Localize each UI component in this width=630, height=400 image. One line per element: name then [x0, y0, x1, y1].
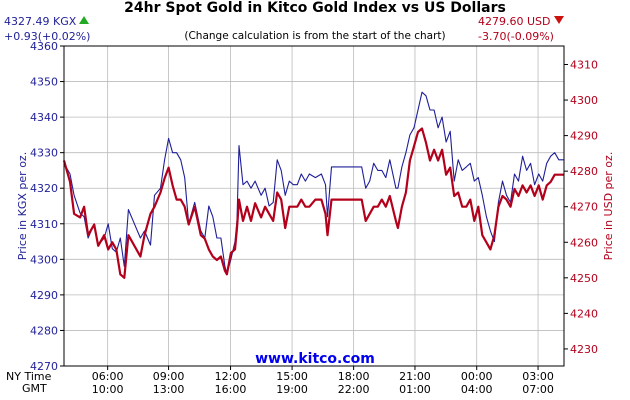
x-tick-label-gmt: 07:00: [522, 383, 554, 396]
y-tick-label-left: 4330: [30, 147, 58, 160]
y-axis-label-left: Price in KGX per oz.: [16, 152, 29, 260]
x-tick-label-ny: 09:00: [153, 370, 185, 383]
chart-note: (Change calculation is from the start of…: [184, 30, 446, 42]
ny-time-label: NY Time: [6, 370, 52, 383]
y-tick-label-left: 4360: [30, 40, 58, 53]
x-tick-label-ny: 06:00: [92, 370, 124, 383]
y-tick-label-left: 4290: [30, 289, 58, 302]
usd-value-text: 4279.60 USD: [478, 15, 551, 28]
y-tick-label-right: 4310: [570, 58, 598, 71]
y-tick-label-right: 4260: [570, 236, 598, 249]
y-tick-label-right: 4270: [570, 201, 598, 214]
gmt-label: GMT: [22, 382, 47, 395]
x-tick-label-ny: 21:00: [399, 370, 431, 383]
arrow-down-icon: [553, 16, 564, 24]
y-tick-label-right: 4230: [570, 343, 598, 356]
x-tick-label-ny: 03:00: [522, 370, 554, 383]
series-line-kgx: [63, 91, 564, 275]
usd-value-readout: 4279.60 USD: [478, 15, 564, 28]
plot-area: [64, 46, 564, 366]
kgx-change-readout: +0.93(+0.02%): [4, 30, 91, 43]
y-tick-label-right: 4240: [570, 307, 598, 320]
y-tick-label-left: 4310: [30, 218, 58, 231]
series-line-usd: [62, 127, 564, 279]
y-tick-label-right: 4280: [570, 165, 598, 178]
x-tick-label-gmt: 22:00: [338, 383, 370, 396]
x-tick-label-gmt: 16:00: [215, 383, 247, 396]
y-tick-label-left: 4350: [30, 76, 58, 89]
x-tick-label-ny: 15:00: [276, 370, 308, 383]
x-tick-label-ny: 00:00: [461, 370, 493, 383]
kgx-value-text: 4327.49 KGX: [4, 15, 77, 28]
y-tick-label-left: 4280: [30, 324, 58, 337]
x-tick-label-gmt: 01:00: [399, 383, 431, 396]
y-tick-label-right: 4290: [570, 130, 598, 143]
y-axis-label-right: Price in USD per oz.: [602, 152, 615, 261]
brand-link[interactable]: www.kitco.com: [255, 351, 375, 367]
arrow-up-icon: [79, 16, 90, 24]
y-tick-label-left: 4270: [30, 360, 58, 373]
x-tick-label-ny: 12:00: [215, 370, 247, 383]
usd-change-readout: -3.70(-0.09%): [478, 30, 554, 43]
chart-title: 24hr Spot Gold in Kitco Gold Index vs US…: [124, 0, 506, 16]
y-tick-label-left: 4320: [30, 182, 58, 195]
plot-frame: [63, 45, 565, 367]
kgx-value-readout: 4327.49 KGX: [4, 15, 90, 28]
x-tick-label-ny: 18:00: [338, 370, 370, 383]
y-tick-label-left: 4300: [30, 253, 58, 266]
y-tick-label-right: 4250: [570, 272, 598, 285]
x-tick-label-gmt: 13:00: [153, 383, 185, 396]
x-tick-label-gmt: 10:00: [92, 383, 124, 396]
y-tick-label-left: 4340: [30, 111, 58, 124]
x-tick-label-gmt: 04:00: [461, 383, 493, 396]
x-tick-label-gmt: 19:00: [276, 383, 308, 396]
y-tick-label-right: 4300: [570, 94, 598, 107]
